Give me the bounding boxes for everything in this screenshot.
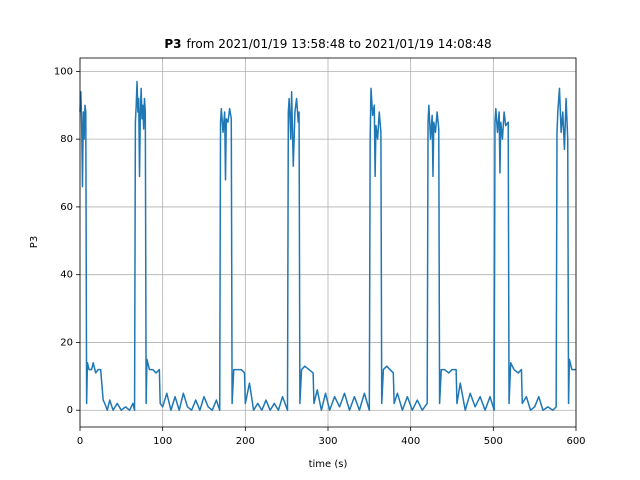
y-tick-label: 40 xyxy=(60,270,73,281)
y-axis-label: P3 xyxy=(29,236,40,248)
x-tick-label: 500 xyxy=(484,436,503,447)
y-tick-label: 60 xyxy=(60,202,73,213)
x-tick-label: 300 xyxy=(318,436,337,447)
y-tick-label: 100 xyxy=(54,66,73,77)
x-tick-label: 0 xyxy=(77,436,83,447)
x-tick-label: 100 xyxy=(153,436,172,447)
title-bold: P3 xyxy=(164,37,181,51)
y-tick-label: 0 xyxy=(67,405,73,416)
x-tick-label: 400 xyxy=(401,436,420,447)
plot-frame xyxy=(79,57,577,428)
y-tick-label: 20 xyxy=(60,337,73,348)
data-line xyxy=(79,80,576,411)
x-tick-label: 200 xyxy=(236,436,255,447)
x-tick-label: 600 xyxy=(566,436,585,447)
chart-title: P3 from 2021/01/19 13:58:48 to 2021/01/19… xyxy=(164,37,491,51)
y-tick-label: 80 xyxy=(60,134,73,145)
x-axis-label: time (s) xyxy=(309,459,348,470)
title-rest: from 2021/01/19 13:58:48 to 2021/01/19 1… xyxy=(186,37,491,51)
